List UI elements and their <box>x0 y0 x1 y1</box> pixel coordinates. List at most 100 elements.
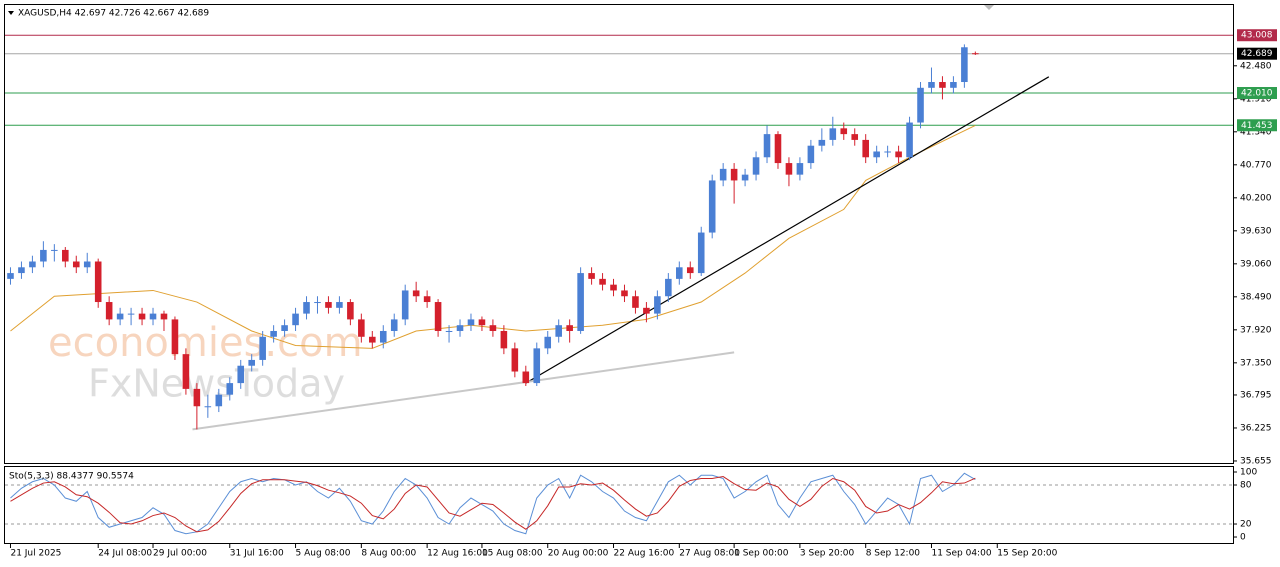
collapse-marker <box>8 11 14 15</box>
oscillator-line <box>10 472 976 535</box>
candle-body <box>270 330 277 337</box>
watermark: economies.com <box>48 320 363 366</box>
x-tick-label: 21 Jul 2025 <box>10 549 61 559</box>
candle-body <box>215 394 223 407</box>
candle-body <box>906 122 913 158</box>
candle-body <box>829 128 837 140</box>
price-level-box <box>1237 87 1277 100</box>
candle-body <box>796 163 804 175</box>
candle-body <box>204 406 212 408</box>
candle-body <box>358 319 365 337</box>
candle-body <box>632 296 639 308</box>
candle-body <box>314 302 321 304</box>
candle-body <box>972 53 979 55</box>
candle-body <box>961 47 968 83</box>
trendline <box>525 76 1050 384</box>
candle-body <box>83 261 91 268</box>
candle-body <box>18 267 25 274</box>
y-tick-label: 40.200 <box>1240 193 1272 203</box>
candle-body <box>500 330 508 349</box>
oscillator-frame <box>4 466 1234 544</box>
chart-title: XAGUSD,H4 42.697 42.726 42.667 42.689 <box>18 9 209 19</box>
oscillator-title: Sto(5,3,3) 88.4377 90.5574 <box>9 472 134 482</box>
candle-body <box>434 302 442 331</box>
candle-body <box>697 232 705 274</box>
y-tick-label: 39.630 <box>1240 226 1272 236</box>
candle-body <box>62 249 69 262</box>
y-tick-label: 37.350 <box>1240 358 1272 368</box>
shift-marker <box>984 5 994 10</box>
y-tick-label: 39.060 <box>1240 259 1272 269</box>
candle-body <box>939 82 946 88</box>
price-level-label: 42.010 <box>1241 89 1273 99</box>
candle-body <box>94 261 102 303</box>
y-tick-label: 36.795 <box>1240 390 1272 400</box>
candle-body <box>599 278 606 285</box>
candle-body <box>7 273 14 279</box>
x-tick-label: 8 Aug 00:00 <box>361 549 416 559</box>
candle-body <box>730 168 738 181</box>
candle-body <box>127 313 135 315</box>
candle-body <box>72 261 80 268</box>
candle-body <box>884 151 891 153</box>
y-tick-label: 100 <box>1240 468 1257 478</box>
candle-body <box>785 163 793 175</box>
main-frame <box>4 4 1234 464</box>
oscillator-line <box>10 476 976 533</box>
y-tick-label: 20 <box>1240 520 1252 530</box>
candle-body <box>862 139 869 158</box>
price-level-box <box>1237 119 1277 132</box>
y-tick-label: 42.480 <box>1240 61 1272 71</box>
candle-body <box>281 325 288 331</box>
x-tick-label: 8 Sep 12:00 <box>866 549 921 559</box>
candle-body <box>226 383 234 395</box>
candle-body <box>840 128 848 135</box>
candle-body <box>369 336 376 343</box>
candle-body <box>390 319 398 331</box>
candle-body <box>193 388 201 407</box>
y-tick-label: 38.490 <box>1240 292 1272 302</box>
y-tick-label: 41.910 <box>1240 94 1272 104</box>
candle-body <box>467 319 475 326</box>
candle-body <box>522 371 530 384</box>
candle-body <box>325 302 332 308</box>
price-level-label: 42.689 <box>1241 49 1273 59</box>
candle-body <box>303 302 310 314</box>
x-tick-label: 3 Sep 20:00 <box>800 549 855 559</box>
candle-body <box>29 261 36 268</box>
candle-body <box>686 267 694 274</box>
plot-layer: 35.655 36.225 36.795 37.350 37.920 38.490 39.0… <box>5 29 1277 559</box>
y-tick-label: 37.920 <box>1240 325 1272 335</box>
candle-body <box>116 313 124 320</box>
x-tick-label: 24 Jul 08:00 <box>98 549 152 559</box>
candle-body <box>160 313 168 320</box>
candle-body <box>577 273 584 331</box>
candle-body <box>895 151 902 158</box>
candle-body <box>336 302 343 308</box>
candle-body <box>566 325 573 331</box>
candle-body <box>763 134 771 158</box>
price-level-box <box>1237 47 1277 60</box>
x-tick-label: 12 Aug 16:00 <box>427 549 488 559</box>
candle-body <box>456 325 464 331</box>
candle-body <box>347 302 354 320</box>
candle-body <box>774 134 782 164</box>
candle-body <box>105 302 113 320</box>
candle-body <box>873 151 880 158</box>
candle-body <box>423 296 431 303</box>
candle-body <box>138 313 146 320</box>
candle-body <box>588 273 595 279</box>
y-tick-label: 0 <box>1240 533 1246 543</box>
x-tick-label: 1 Sep 00:00 <box>734 549 789 559</box>
candle-body <box>555 325 562 337</box>
candle-body <box>51 249 58 251</box>
y-tick-label: 36.225 <box>1240 423 1272 433</box>
x-tick-label: 20 Aug 00:00 <box>548 549 609 559</box>
candle-body <box>533 348 541 384</box>
candle-body <box>379 330 387 343</box>
candle-body <box>40 249 47 262</box>
candle-body <box>511 348 519 372</box>
x-tick-label: 15 Sep 20:00 <box>997 549 1057 559</box>
